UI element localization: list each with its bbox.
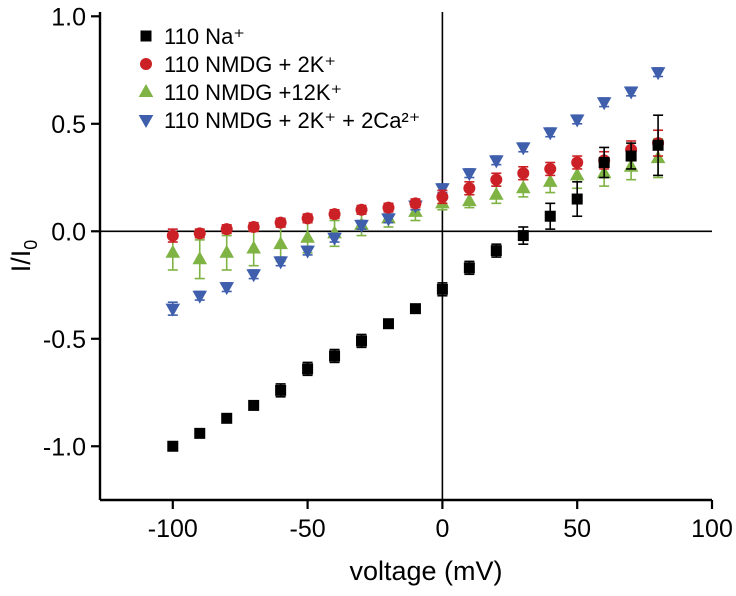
marker-circle-nmdg-2k (409, 197, 422, 210)
marker-square-na (544, 210, 556, 222)
marker-triangle-down-nmdg-2k-2ca (192, 290, 208, 304)
marker-triangle-down-nmdg-2k-2ca (489, 155, 504, 169)
marker-circle-nmdg-2k (193, 227, 206, 240)
marker-square-na (275, 384, 287, 396)
marker-circle-nmdg-2k (463, 182, 476, 195)
marker-triangle-down-nmdg-2k-2ca (650, 67, 666, 81)
marker-square-na (463, 262, 475, 274)
x-tick-label: 0 (435, 515, 449, 543)
marker-triangle-up-nmdg-12k (246, 240, 261, 254)
marker-triangle-down-nmdg-2k-2ca (381, 213, 396, 227)
marker-triangle-up-nmdg-12k (165, 244, 181, 258)
marker-triangle-down-nmdg-2k-2ca (462, 168, 477, 182)
y-tick-label: -0.5 (43, 326, 86, 354)
marker-square-na (436, 283, 448, 295)
marker-square-na (652, 139, 664, 151)
marker-square-na (598, 156, 610, 168)
marker-square-na (329, 350, 341, 362)
marker-circle-nmdg-2k (220, 223, 233, 236)
marker-triangle-up-nmdg-12k (515, 180, 531, 194)
series-na (167, 114, 664, 452)
marker-square-na (194, 427, 206, 439)
y-tick-label: -1.0 (43, 433, 86, 461)
marker-triangle-down-nmdg-2k-2ca (542, 127, 558, 141)
marker-triangle-down-nmdg-2k-2ca (273, 256, 288, 270)
marker-square-na (356, 335, 368, 347)
marker-square-na (517, 230, 529, 242)
x-tick-label: -100 (148, 515, 198, 543)
marker-circle-nmdg-2k (544, 162, 557, 175)
marker-triangle-down-nmdg-2k-2ca (219, 282, 235, 296)
marker-triangle-up-nmdg-12k (542, 173, 558, 187)
marker-triangle-down-legend-nmdg-2k-2ca (138, 115, 154, 128)
marker-triangle-up-nmdg-12k (273, 236, 288, 250)
marker-square-na (571, 193, 583, 205)
marker-circle-nmdg-2k (436, 190, 449, 203)
marker-triangle-up-nmdg-12k (462, 193, 477, 207)
marker-circle-nmdg-2k (571, 156, 584, 169)
marker-square-na (167, 440, 179, 452)
legend-label-nmdg-2k: 110 NMDG + 2K⁺ (164, 52, 336, 77)
marker-triangle-down-nmdg-2k-2ca (300, 245, 315, 259)
y-tick-label: 0.0 (51, 218, 86, 246)
legend: 110 Na⁺ 110 NMDG + 2K⁺ 110 NMDG +12K⁺ 110 N… (138, 24, 420, 133)
y-tick-label: 1.0 (51, 3, 86, 31)
y-tick-label: 0.5 (51, 111, 86, 139)
marker-triangle-down-nmdg-2k-2ca (596, 97, 612, 111)
marker-square-na (248, 399, 260, 411)
marker-circle-nmdg-2k (274, 216, 287, 229)
marker-triangle-down-nmdg-2k-2ca (623, 86, 639, 100)
x-tick-label: -50 (290, 515, 326, 543)
marker-square-na (409, 303, 421, 315)
marker-square-na (221, 412, 233, 424)
marker-circle-nmdg-2k (166, 229, 179, 242)
marker-square-na (382, 318, 394, 330)
marker-triangle-up-nmdg-12k (489, 186, 504, 200)
legend-label-nmdg-2k-2ca: 110 NMDG + 2K⁺ + 2Ca²⁺ (164, 108, 420, 133)
marker-triangle-up-nmdg-12k (569, 167, 585, 181)
x-tick-label: 100 (691, 515, 733, 543)
marker-circle-nmdg-2k (490, 173, 503, 186)
marker-triangle-up-legend-nmdg-12k (138, 84, 154, 97)
marker-square-na (490, 245, 502, 257)
marker-triangle-down-nmdg-2k-2ca (354, 219, 369, 233)
marker-circle-nmdg-2k (301, 212, 314, 225)
marker-triangle-up-nmdg-12k (192, 251, 208, 265)
legend-label-na: 110 Na⁺ (164, 24, 245, 49)
marker-circle-legend-nmdg-2k (140, 58, 152, 70)
x-tick-label: 50 (563, 515, 591, 543)
marker-circle-nmdg-2k (382, 201, 395, 214)
marker-square-legend-na (140, 30, 152, 42)
series-nmdg-2k (166, 129, 665, 243)
marker-square-na (302, 363, 314, 375)
marker-circle-nmdg-2k (247, 220, 260, 233)
marker-triangle-down-nmdg-2k-2ca (515, 142, 531, 156)
marker-triangle-down-nmdg-2k-2ca (246, 269, 261, 283)
x-axis-title: voltage (mV) (349, 556, 502, 586)
marker-triangle-down-nmdg-2k-2ca (165, 303, 181, 317)
y-axis-title: I/I0 (6, 240, 41, 273)
marker-triangle-up-nmdg-12k (300, 229, 315, 243)
marker-circle-nmdg-2k (328, 208, 341, 221)
marker-triangle-up-nmdg-12k (219, 244, 235, 258)
marker-circle-nmdg-2k (355, 203, 368, 216)
marker-circle-nmdg-2k (517, 167, 530, 180)
marker-triangle-down-nmdg-2k-2ca (569, 114, 585, 128)
marker-square-na (625, 150, 637, 162)
legend-label-nmdg-12k: 110 NMDG +12K⁺ (164, 80, 342, 105)
marker-triangle-down-nmdg-2k-2ca (327, 232, 342, 246)
